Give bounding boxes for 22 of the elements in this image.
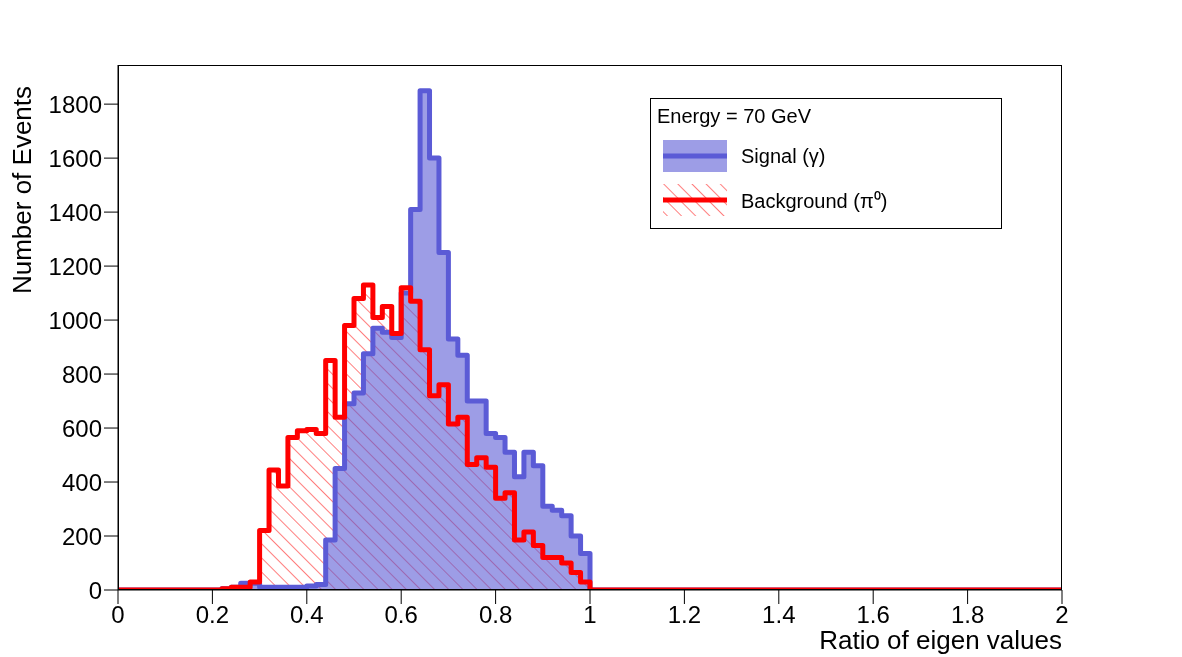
x-tick-label: 0.4 [290, 601, 324, 629]
y-tick-label: 400 [61, 468, 102, 496]
y-tick-label: 1600 [48, 144, 102, 172]
x-tick-label: 1 [583, 601, 597, 629]
x-tick-label: 0.8 [478, 601, 513, 629]
y-axis-title: Number of Events [6, 85, 37, 295]
y-tick-label: 200 [61, 522, 102, 550]
x-tick-label: 1.2 [667, 601, 702, 629]
legend-title: Energy = 70 GeV [657, 105, 812, 128]
y-tick-label: 1400 [48, 198, 102, 226]
y-tick-label: 1800 [48, 90, 102, 118]
y-tick-label: 600 [61, 414, 102, 442]
legend-label: Signal (γ) [741, 144, 826, 168]
x-tick-label: 0.2 [195, 601, 230, 629]
legend-label: Background (π⁰) [741, 188, 888, 214]
y-tick-label: 0 [88, 576, 102, 604]
x-tick-label: 1.4 [762, 601, 796, 629]
y-tick-label: 800 [61, 360, 102, 388]
x-tick-label: 0.6 [384, 601, 418, 629]
x-tick-label: 0 [111, 601, 125, 629]
y-tick-label: 1200 [48, 252, 102, 280]
y-tick-label: 1000 [48, 306, 102, 334]
